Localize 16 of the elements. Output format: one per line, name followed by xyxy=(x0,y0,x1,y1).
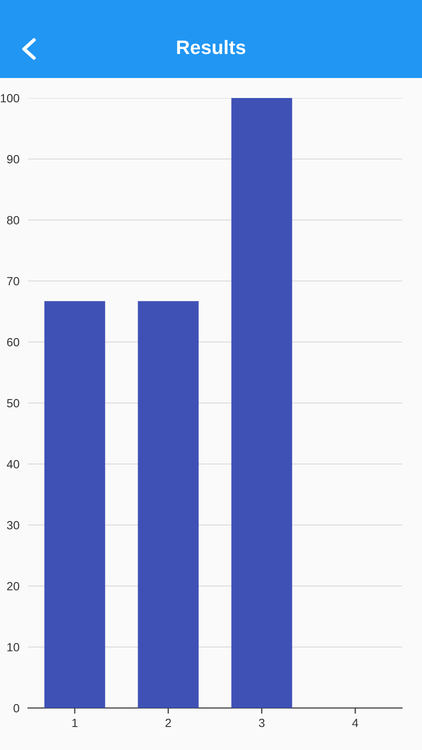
y-tick-label: 70 xyxy=(7,277,20,286)
y-tick-label: 90 xyxy=(7,155,20,164)
y-tick-label: 10 xyxy=(7,643,20,652)
y-tick-label: 80 xyxy=(7,216,20,224)
y-tick-label: 30 xyxy=(6,521,20,530)
x-tick-label: 2 xyxy=(166,718,171,727)
y-tick-label: 50 xyxy=(7,399,20,408)
y-tick-label: 0 xyxy=(14,704,20,712)
y-tick-label: 40 xyxy=(6,460,20,468)
x-tick-label: 1 xyxy=(72,718,78,727)
x-tick-label: 4 xyxy=(352,718,358,727)
y-tick-label: 20 xyxy=(7,582,20,590)
y-tick-label: 100 xyxy=(0,94,20,102)
chart-title: Results xyxy=(177,40,246,54)
y-tick-label: 60 xyxy=(7,338,20,346)
x-tick-label: 3 xyxy=(258,718,265,728)
